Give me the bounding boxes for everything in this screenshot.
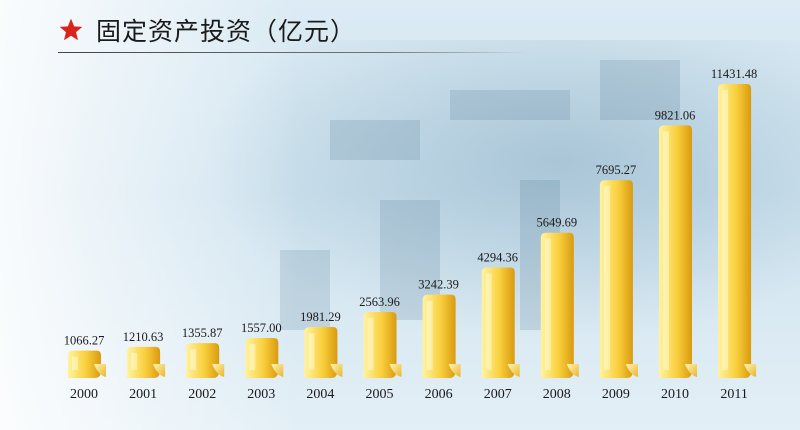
bar-highlight (367, 318, 374, 370)
data-label: 1210.63 (123, 330, 164, 344)
x-tick-label: 2005 (366, 387, 394, 402)
data-label: 9821.06 (655, 108, 696, 122)
data-label: 1557.00 (241, 321, 282, 335)
data-label: 5649.69 (536, 216, 577, 230)
x-tick-label: 2007 (484, 387, 512, 402)
bar-curl (94, 364, 106, 377)
chart-title: 固定资产投资（亿元） (96, 17, 357, 46)
title-underline (58, 52, 528, 53)
bar-group: 11431.48 2011 (711, 67, 757, 402)
bar-curl (625, 364, 638, 377)
bar-group: 7695.27 2009 (596, 163, 638, 402)
bar-curl (212, 364, 225, 377)
x-tick-label: 2000 (70, 387, 98, 402)
bar-highlight (131, 352, 138, 370)
bar-curl (330, 364, 343, 377)
bar-highlight (249, 343, 256, 370)
bar (127, 346, 161, 378)
bar (422, 294, 456, 378)
bar-group: 1557.00 2003 (241, 321, 284, 402)
bar-highlight (308, 333, 315, 370)
data-label: 1355.87 (182, 326, 223, 340)
bar-curl (566, 364, 579, 377)
bar (481, 267, 515, 378)
data-label: 11431.48 (711, 67, 757, 81)
bar-group: 1981.29 2004 (300, 310, 343, 402)
data-label: 2563.96 (359, 295, 400, 309)
data-label: 1066.27 (64, 334, 105, 348)
bar-group: 1355.87 2002 (182, 326, 225, 402)
bar-group: 3242.39 2006 (418, 278, 461, 402)
x-tick-label: 2011 (720, 387, 747, 402)
bar-curl (271, 364, 284, 377)
data-label: 3242.39 (418, 278, 459, 292)
bar (68, 350, 101, 378)
bar (718, 84, 752, 378)
bar (540, 232, 574, 378)
x-tick-label: 2010 (661, 387, 689, 402)
bar-group: 2563.96 2005 (359, 295, 402, 402)
bar-highlight (544, 238, 551, 370)
chart-header: 固定资产投资（亿元） (58, 8, 356, 52)
bar-curl (153, 364, 166, 377)
star-icon (59, 18, 83, 41)
bar (599, 180, 633, 378)
bar-group: 1210.63 2001 (123, 330, 166, 402)
bar-group: 1066.27 2000 (64, 334, 106, 402)
x-tick-label: 2006 (425, 387, 453, 402)
bar (363, 312, 397, 378)
bar (304, 327, 338, 378)
bar-curl (685, 364, 697, 377)
data-label: 4294.36 (477, 251, 518, 265)
bar (186, 343, 220, 378)
bar (659, 125, 692, 378)
bar-curl (389, 364, 402, 377)
x-tick-label: 2001 (129, 387, 157, 402)
bar-group: 9821.06 2010 (655, 108, 697, 402)
bar-curl (448, 364, 461, 377)
bar-highlight (603, 186, 610, 370)
bar (245, 337, 279, 378)
x-tick-label: 2003 (247, 387, 275, 402)
x-tick-label: 2009 (602, 387, 630, 402)
x-tick-label: 2002 (188, 387, 216, 402)
bar-highlight (722, 90, 729, 370)
data-label: 1981.29 (300, 310, 341, 324)
bar-highlight (426, 300, 433, 370)
x-tick-label: 2004 (306, 387, 334, 402)
bar-group: 4294.36 2007 (477, 251, 520, 402)
bar-highlight (190, 349, 197, 370)
x-tick-label: 2008 (543, 387, 571, 402)
bar-highlight (663, 131, 669, 370)
bar-highlight (72, 356, 78, 370)
bar-group: 5649.69 2008 (536, 216, 579, 402)
bar-highlight (485, 273, 492, 370)
data-label: 7695.27 (596, 163, 637, 177)
bar-curl (744, 364, 757, 377)
bar-curl (507, 364, 520, 377)
